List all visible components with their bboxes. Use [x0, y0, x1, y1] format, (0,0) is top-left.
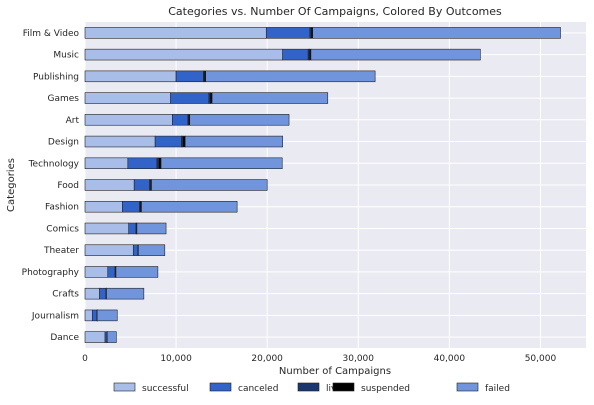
category-label: Journalism	[31, 311, 79, 321]
x-tick-label: 50,000	[525, 354, 557, 364]
bar-canceled	[132, 244, 139, 256]
bar-failed	[138, 244, 166, 256]
category-label: Film & Video	[23, 29, 80, 39]
bar-canceled	[282, 48, 309, 61]
legend: successfulcanceledlivesuspendedfailed	[113, 382, 510, 394]
x-tick-label: 30,000	[343, 354, 375, 364]
bar-failed	[211, 92, 329, 104]
bar-canceled	[122, 201, 140, 213]
x-tick-label: 40,000	[434, 354, 466, 364]
bar-canceled	[265, 27, 311, 39]
x-tick-label: 0	[82, 354, 88, 364]
bar-failed	[106, 331, 117, 343]
bar-canceled	[91, 309, 98, 322]
category-label: Comics	[46, 224, 79, 234]
bar-successful	[84, 48, 283, 61]
chart-title: Categories vs. Number Of Campaigns, Colo…	[168, 5, 502, 18]
bar-successful	[84, 157, 129, 169]
category-labels: Film & Video Music Publishing Games Art Desig…	[22, 29, 80, 343]
bars	[84, 27, 561, 343]
bar-canceled	[154, 135, 182, 148]
bar-successful	[84, 201, 123, 213]
y-axis-title: Categories	[6, 158, 17, 212]
bar-failed	[96, 309, 118, 322]
bar-successful	[84, 135, 156, 148]
bar-canceled	[133, 179, 150, 191]
bar-failed	[115, 266, 159, 278]
legend-swatch-suspended	[332, 382, 355, 392]
legend-label: successful	[142, 384, 189, 394]
legend-swatch-live	[297, 382, 320, 392]
bar-canceled	[172, 114, 189, 126]
bar-suspended	[182, 135, 186, 148]
category-label: Technology	[28, 159, 80, 169]
bar-failed	[184, 135, 283, 148]
legend-swatch-canceled	[209, 382, 232, 392]
category-label: Publishing	[33, 72, 79, 82]
category-label: Photography	[22, 268, 80, 278]
category-label: Fashion	[45, 203, 79, 213]
x-tick-label: 20,000	[251, 354, 283, 364]
bar-canceled	[128, 222, 137, 235]
bar-successful	[84, 244, 134, 256]
bar-successful	[84, 70, 177, 83]
bar-failed	[189, 114, 290, 126]
category-label: Art	[66, 116, 80, 126]
bar-successful	[84, 92, 171, 104]
bar-canceled	[170, 92, 210, 104]
legend-label: suspended	[361, 384, 410, 394]
legend-label: failed	[485, 384, 510, 394]
bar-successful	[84, 309, 93, 322]
bar-canceled	[107, 266, 116, 278]
legend-label: canceled	[238, 384, 278, 394]
bar-successful	[84, 114, 173, 126]
legend-swatch-failed	[456, 382, 479, 392]
bar-failed	[106, 287, 145, 300]
bar-failed	[205, 70, 376, 83]
bar-successful	[84, 266, 109, 278]
bar-failed	[136, 222, 167, 235]
bar-successful	[84, 27, 267, 39]
category-label: Design	[48, 138, 79, 148]
bar-successful	[84, 179, 135, 191]
category-label: Dance	[50, 333, 79, 343]
category-label: Food	[57, 181, 79, 191]
category-label: Music	[53, 51, 79, 61]
bar-successful	[84, 222, 130, 235]
x-tick-label: 10,000	[160, 354, 192, 364]
bar-failed	[160, 157, 283, 169]
x-tick-labels: 0 10,000 20,000 30,000 40,000 50,000	[82, 354, 556, 364]
bar-canceled	[99, 287, 107, 300]
bar-successful	[84, 287, 100, 300]
bar-suspended	[158, 157, 162, 169]
bar-failed	[310, 48, 481, 61]
category-label: Games	[48, 94, 80, 104]
bar-canceled	[175, 70, 204, 83]
bar-canceled	[127, 157, 158, 169]
bar-failed	[312, 27, 561, 39]
bar-failed	[141, 201, 238, 213]
category-label: Crafts	[52, 290, 79, 300]
bar-successful	[84, 331, 106, 343]
x-axis-title: Number of Campaigns	[279, 366, 391, 377]
bar-failed	[151, 179, 268, 191]
category-label: Theater	[43, 246, 79, 256]
legend-swatch-successful	[113, 382, 136, 392]
